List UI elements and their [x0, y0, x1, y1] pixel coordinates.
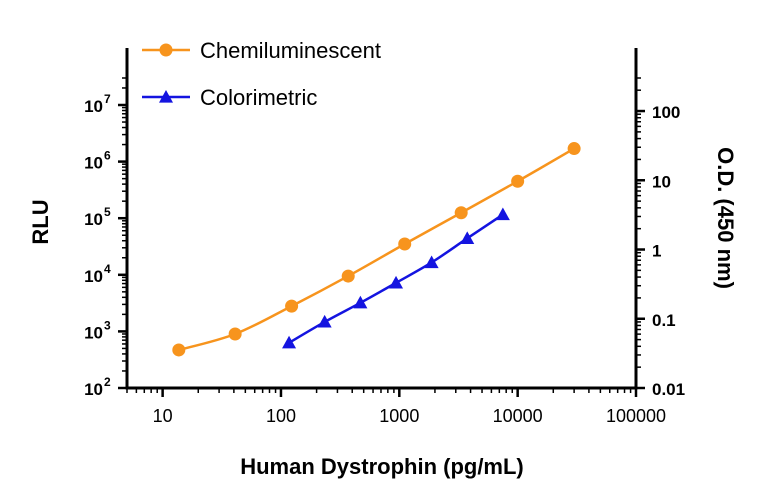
- legend-swatch-marker: [159, 43, 173, 57]
- chemiluminescent-point: [454, 206, 468, 220]
- y2-tick-label: 10: [652, 172, 671, 191]
- y-tick-exponent: 5: [104, 205, 111, 219]
- y-tick-label: 10: [84, 380, 103, 399]
- chemiluminescent-point: [341, 269, 355, 283]
- y-tick-label: 10: [84, 323, 103, 342]
- chemiluminescent-point: [172, 343, 186, 357]
- y-tick-exponent: 2: [104, 375, 111, 389]
- y-tick-label: 10: [84, 267, 103, 286]
- colorimetric-point: [424, 255, 439, 269]
- y2-tick-label: 0.1: [652, 311, 676, 330]
- y-tick-exponent: 4: [104, 262, 111, 276]
- chemiluminescent-point: [398, 237, 412, 251]
- y2-tick-label: 100: [652, 103, 680, 122]
- chemiluminescent-point: [228, 327, 242, 341]
- colorimetric-point: [282, 335, 297, 349]
- y-tick-exponent: 7: [104, 92, 111, 106]
- y-axis-title: RLU: [28, 199, 53, 244]
- y-tick-label: 10: [84, 210, 103, 229]
- y2-axis-title: O.D. (450 nm): [713, 147, 738, 289]
- chemiluminescent-point: [511, 174, 525, 188]
- y2-tick-label: 0.01: [652, 380, 685, 399]
- colorimetric-point: [317, 314, 332, 328]
- x-tick-label: 100000: [606, 406, 666, 426]
- legend-label: Colorimetric: [200, 85, 317, 110]
- y-tick-exponent: 3: [104, 318, 111, 332]
- chemiluminescent-point: [285, 299, 299, 313]
- x-tick-label: 1000: [379, 406, 419, 426]
- colorimetric-point: [495, 207, 510, 221]
- y2-tick-label: 1: [652, 242, 661, 261]
- x-tick-label: 10000: [493, 406, 543, 426]
- y-tick-label: 10: [84, 154, 103, 173]
- legend-item-chemiluminescent: Chemiluminescent: [142, 38, 381, 63]
- y-tick-exponent: 6: [104, 149, 111, 163]
- colorimetric-point: [353, 295, 368, 309]
- legend-swatch-marker: [159, 90, 173, 103]
- legend-label: Chemiluminescent: [200, 38, 381, 63]
- colorimetric-point: [389, 275, 404, 289]
- chemiluminescent-point: [567, 142, 581, 156]
- legend: Chemiluminescent Colorimetric: [142, 38, 381, 110]
- x-tick-label: 100: [266, 406, 296, 426]
- series-markers-group: [172, 142, 581, 357]
- legend-item-colorimetric: Colorimetric: [142, 85, 317, 110]
- y-tick-label: 10: [84, 97, 103, 116]
- colorimetric-point: [460, 231, 475, 244]
- x-tick-label: 10: [153, 406, 173, 426]
- x-axis-title: Human Dystrophin (pg/mL): [240, 454, 524, 479]
